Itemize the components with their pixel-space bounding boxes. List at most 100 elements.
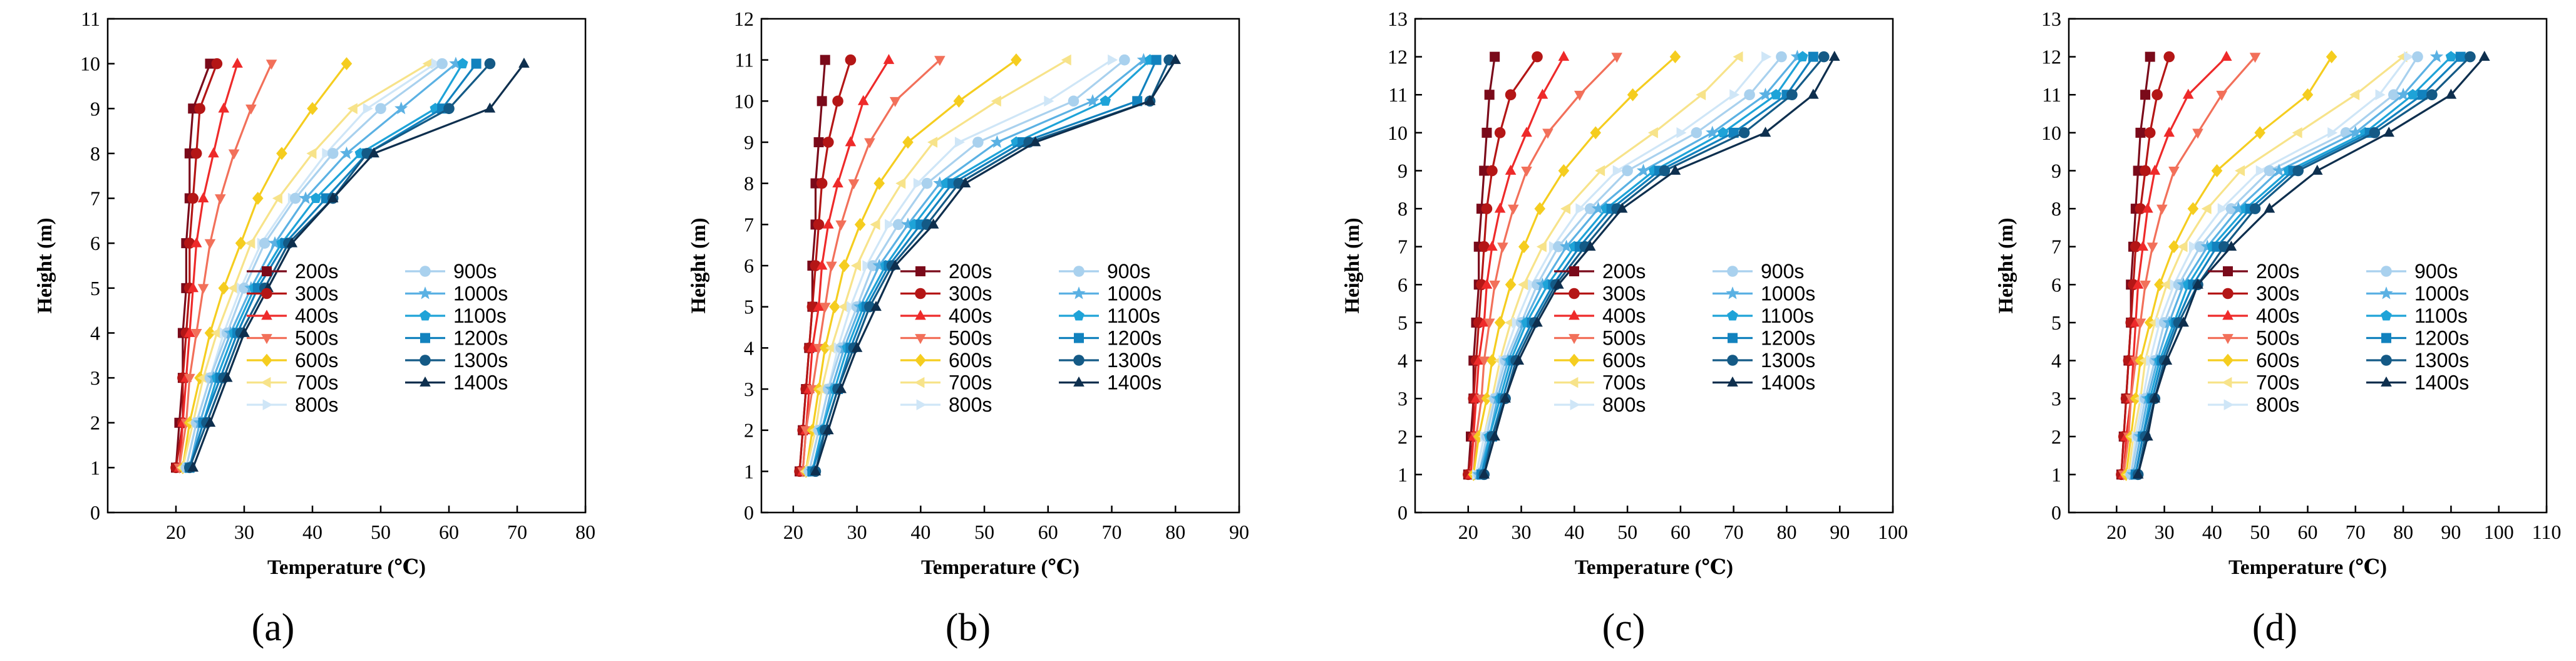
- data-point: [1068, 95, 1079, 107]
- data-point: [1532, 51, 1543, 63]
- data-point: [2396, 88, 2410, 101]
- data-point: [2146, 242, 2158, 253]
- legend-marker: [2222, 310, 2233, 320]
- data-point: [1497, 242, 1508, 253]
- chart-panel-2: 20 30 40 50 60 70 80 900123456789101112Temperat…: [688, 8, 1249, 649]
- data-point: [864, 138, 875, 148]
- legend-marker: [2222, 334, 2233, 345]
- x-tick-label: 70: [507, 521, 527, 543]
- y-tick-label: 11: [1388, 83, 1408, 106]
- data-point: [820, 55, 830, 65]
- legend-marker: [1728, 333, 1738, 343]
- legend-marker: [1569, 310, 1580, 320]
- data-point: [1797, 51, 1808, 62]
- series-line: [1472, 56, 1618, 475]
- data-point: [1119, 54, 1130, 66]
- data-point: [1490, 51, 1500, 62]
- legend-marker: [260, 377, 271, 388]
- data-point: [211, 58, 223, 70]
- data-point: [1144, 95, 1156, 105]
- data-point: [2383, 127, 2395, 137]
- x-axis-title: Temperature (℃): [267, 556, 426, 579]
- data-point: [2149, 164, 2161, 175]
- legend-item: 1200s: [1059, 327, 1162, 350]
- legend-label: 600s: [1602, 349, 1646, 372]
- plot-frame: [106, 18, 587, 514]
- data-point: [2188, 241, 2199, 252]
- y-tick-label: 7: [90, 187, 100, 210]
- series-line: [175, 63, 218, 468]
- x-tick-label: 60: [439, 521, 459, 543]
- y-axis-title: Height (m): [688, 217, 710, 313]
- data-point: [184, 373, 195, 384]
- x-tick-label: 40: [910, 521, 930, 543]
- legend-marker: [261, 288, 272, 299]
- x-tick-label: 50: [974, 521, 994, 543]
- series-1400s: [810, 54, 1182, 476]
- data-point: [375, 103, 386, 115]
- legend-marker: [420, 376, 431, 387]
- legend-marker: [1073, 266, 1084, 277]
- y-tick-label: 13: [1388, 8, 1408, 30]
- data-point: [2140, 90, 2151, 100]
- legend-label: 1000s: [1761, 283, 1815, 305]
- data-point: [835, 383, 847, 393]
- legend-item: 800s: [2208, 393, 2299, 416]
- series-line: [1478, 56, 1783, 475]
- data-point: [813, 219, 825, 231]
- data-point: [310, 192, 322, 203]
- legend-label: 600s: [949, 349, 992, 372]
- legend-label: 1400s: [453, 372, 508, 394]
- series-line: [1483, 56, 1836, 475]
- legend-item: 600s: [247, 349, 338, 372]
- data-point: [1486, 241, 1498, 251]
- data-point: [1691, 127, 1703, 138]
- y-tick-label: 7: [744, 213, 754, 236]
- data-point: [1790, 49, 1805, 63]
- data-point: [2140, 280, 2151, 291]
- data-point: [2137, 241, 2149, 251]
- legend-marker: [2379, 286, 2393, 299]
- legend-label: 900s: [1107, 260, 1150, 283]
- data-point: [2140, 165, 2151, 177]
- data-point: [1590, 126, 1602, 140]
- data-point: [1100, 95, 1111, 106]
- legend-item: 700s: [900, 372, 992, 394]
- series-line: [2135, 56, 2452, 475]
- data-point: [2445, 88, 2457, 99]
- data-point: [272, 192, 282, 204]
- data-point: [259, 237, 270, 249]
- data-point: [1558, 51, 1570, 61]
- data-point: [934, 56, 945, 66]
- legend-item: 900s: [2366, 260, 2458, 283]
- data-point: [1611, 53, 1622, 63]
- y-tick-label: 0: [2051, 501, 2061, 524]
- data-point: [816, 259, 828, 270]
- chart-panel-4: 20 30 40 50 60 70 80 90 100 110012345678910111213…: [1995, 8, 2561, 649]
- legend-marker: [1727, 266, 1738, 277]
- data-point: [327, 148, 339, 159]
- legend-label: 1300s: [1761, 349, 1815, 372]
- legend-marker: [261, 310, 272, 320]
- series-1400s: [1478, 51, 1840, 479]
- y-tick-label: 9: [2051, 159, 2061, 182]
- legend-marker: [1073, 310, 1084, 321]
- data-point: [2272, 164, 2286, 177]
- legend-marker: [1072, 286, 1086, 299]
- data-point: [933, 176, 947, 189]
- data-point: [1151, 55, 1162, 65]
- x-axis-title: Temperature (℃): [921, 556, 1079, 579]
- data-point: [1518, 240, 1530, 254]
- data-point: [832, 95, 843, 107]
- data-point: [2187, 202, 2199, 216]
- y-tick-label: 13: [2041, 8, 2061, 30]
- data-point: [823, 424, 834, 435]
- legend-marker: [1568, 377, 1579, 388]
- legend-marker: [914, 377, 925, 388]
- legend-item: 700s: [247, 372, 338, 394]
- data-point: [2369, 127, 2381, 138]
- data-point: [972, 137, 984, 148]
- data-point: [2217, 203, 2228, 214]
- data-point: [2326, 50, 2337, 64]
- data-point: [2132, 278, 2144, 289]
